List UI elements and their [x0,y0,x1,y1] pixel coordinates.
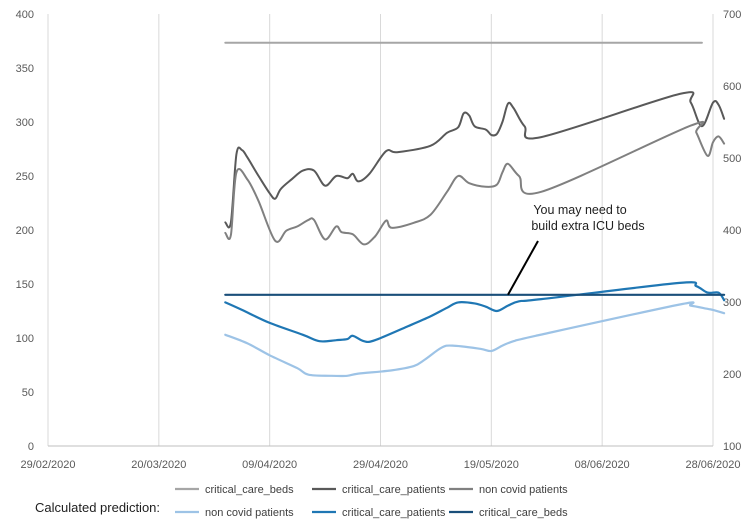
x-tick-label: 19/05/2020 [464,459,519,471]
left-axis-ticks: 0 50 100 150 200 250 300 350 400 [16,9,34,453]
x-axis-ticks: 29/02/2020 20/03/2020 09/04/2020 29/04/2020… [20,459,740,471]
x-tick-label: 29/04/2020 [353,459,408,471]
y-right-tick-label: 700 [723,9,741,21]
annotation-line-1: You may need to [533,203,626,217]
annotation-pointer [507,240,539,296]
y-left-tick-label: 150 [16,279,34,291]
prediction-critical-care-patients-line [224,281,726,344]
x-tick-label: 28/06/2020 [685,459,740,471]
y-left-tick-label: 300 [16,117,34,129]
legend-label: critical_care_beds [479,507,568,519]
y-left-tick-label: 100 [16,333,34,345]
legend: critical_care_beds critical_care_patients… [175,484,568,519]
y-right-tick-label: 300 [723,297,741,309]
y-left-tick-label: 50 [22,387,34,399]
right-axis-ticks: 100 200 300 400 500 600 700 [723,9,741,453]
legend-label: critical_care_patients [342,484,446,496]
y-right-tick-label: 200 [723,369,741,381]
y-right-tick-label: 600 [723,81,741,93]
y-left-tick-label: 0 [28,441,34,453]
y-right-tick-label: 100 [723,441,741,453]
legend-label: non covid patients [205,507,294,519]
y-left-tick-label: 200 [16,225,34,237]
x-tick-label: 08/06/2020 [575,459,630,471]
prediction-label: Calculated prediction: [35,500,160,515]
prediction-non-covid-patients-line [224,301,726,378]
y-right-tick-label: 500 [723,153,741,165]
actual-critical-care-patients-line [224,91,726,229]
legend-label: critical_care_patients [342,507,446,519]
y-left-tick-label: 250 [16,171,34,183]
x-tick-label: 09/04/2020 [242,459,297,471]
y-left-tick-label: 400 [16,9,34,21]
legend-label: non covid patients [479,484,568,496]
annotation-line-2: build extra ICU beds [531,219,644,233]
series-layer [224,41,726,378]
annotation: You may need to build extra ICU beds [507,203,645,296]
x-tick-label: 29/02/2020 [20,459,75,471]
actual-non-covid-patients-line [224,120,726,246]
x-tick-label: 20/03/2020 [131,459,186,471]
y-right-tick-label: 400 [723,225,741,237]
legend-label: critical_care_beds [205,484,294,496]
y-left-tick-label: 350 [16,63,34,75]
